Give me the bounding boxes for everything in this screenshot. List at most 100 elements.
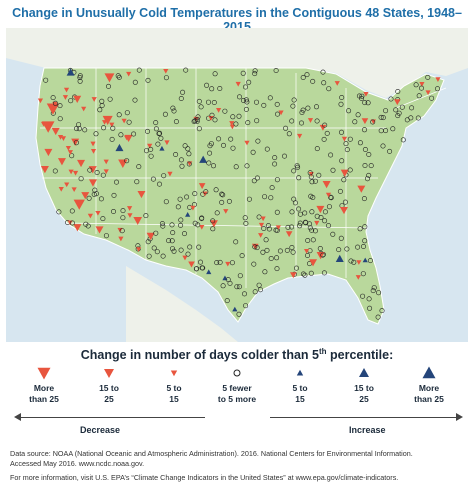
station-marker xyxy=(57,135,64,140)
station-marker xyxy=(203,189,209,195)
legend-item: 5 to 15 xyxy=(142,366,206,405)
station-marker xyxy=(233,239,239,245)
legend-label-line2: than 25 xyxy=(414,394,444,404)
station-marker xyxy=(393,107,399,113)
station-marker xyxy=(72,170,79,176)
station-marker xyxy=(273,227,279,233)
station-marker xyxy=(204,82,210,88)
station-marker xyxy=(254,175,260,181)
station-marker xyxy=(236,284,242,290)
station-marker xyxy=(257,287,263,293)
station-marker xyxy=(77,78,83,84)
station-marker xyxy=(260,216,266,222)
station-marker xyxy=(339,158,345,164)
station-marker xyxy=(375,314,381,320)
legend-label: 15 to 25 xyxy=(332,383,396,405)
station-marker xyxy=(50,95,56,101)
station-marker xyxy=(56,209,62,215)
station-marker xyxy=(269,185,275,191)
station-marker xyxy=(254,118,260,124)
station-marker xyxy=(344,246,350,252)
station-marker xyxy=(418,85,424,91)
station-marker xyxy=(362,238,368,244)
station-marker xyxy=(43,77,49,83)
station-marker xyxy=(126,206,133,211)
station-marker xyxy=(211,163,217,169)
station-marker xyxy=(143,213,149,219)
station-marker xyxy=(243,221,249,227)
station-marker xyxy=(290,249,296,255)
station-marker xyxy=(236,113,242,119)
station-marker xyxy=(322,122,328,128)
station-marker xyxy=(267,95,273,101)
station-marker xyxy=(88,179,97,187)
station-marker xyxy=(255,138,261,144)
station-marker xyxy=(148,153,154,159)
station-marker xyxy=(243,84,249,90)
station-marker xyxy=(100,172,106,178)
station-marker xyxy=(274,266,280,272)
station-marker xyxy=(57,158,66,166)
station-marker xyxy=(76,126,82,132)
station-marker xyxy=(41,121,55,133)
more-info: For more information, visit U.S. EPA’s “… xyxy=(10,473,399,482)
station-marker xyxy=(137,190,146,199)
station-marker xyxy=(180,89,186,95)
station-marker xyxy=(343,141,349,147)
station-marker xyxy=(230,145,236,151)
station-marker xyxy=(182,255,188,261)
station-marker xyxy=(383,108,389,114)
station-marker xyxy=(273,67,279,73)
station-marker xyxy=(310,78,316,84)
station-marker xyxy=(219,191,225,197)
station-marker xyxy=(103,169,109,175)
station-marker xyxy=(260,249,266,255)
station-marker xyxy=(286,131,292,137)
station-marker xyxy=(264,247,270,253)
station-marker xyxy=(307,118,314,123)
station-marker xyxy=(347,136,353,142)
station-marker xyxy=(171,108,177,114)
station-marker xyxy=(316,172,322,178)
station-marker xyxy=(348,258,354,264)
station-marker xyxy=(337,188,343,194)
station-marker xyxy=(296,175,302,181)
station-marker xyxy=(192,220,198,226)
station-marker xyxy=(124,135,130,141)
station-marker xyxy=(425,90,431,96)
station-marker xyxy=(355,244,361,250)
legend-label-line1: More xyxy=(33,383,55,393)
station-marker xyxy=(399,104,405,110)
station-marker xyxy=(209,220,218,228)
station-marker xyxy=(134,179,140,185)
station-marker xyxy=(367,258,373,264)
canada-land xyxy=(6,28,468,98)
station-marker xyxy=(320,252,326,258)
station-marker xyxy=(272,161,278,167)
station-marker xyxy=(264,146,270,152)
station-marker xyxy=(419,82,425,87)
station-marker xyxy=(314,213,320,219)
station-marker xyxy=(363,91,369,97)
station-marker xyxy=(37,98,44,104)
station-marker xyxy=(314,146,320,152)
legend-label-line1: 15 to xyxy=(354,383,374,393)
station-marker xyxy=(321,270,327,276)
station-marker xyxy=(212,117,218,123)
station-marker xyxy=(361,118,369,125)
station-marker xyxy=(266,226,272,232)
station-marker xyxy=(116,112,122,118)
station-marker xyxy=(83,221,89,227)
us-map xyxy=(6,28,468,342)
station-marker xyxy=(297,223,303,229)
station-marker xyxy=(277,248,283,254)
station-marker xyxy=(62,95,69,100)
station-marker xyxy=(289,224,295,230)
station-marker xyxy=(409,105,415,111)
station-marker xyxy=(408,115,414,121)
station-marker xyxy=(178,247,184,253)
station-marker xyxy=(182,231,188,237)
station-marker xyxy=(250,149,256,155)
station-marker xyxy=(326,204,332,210)
station-marker xyxy=(233,121,239,127)
